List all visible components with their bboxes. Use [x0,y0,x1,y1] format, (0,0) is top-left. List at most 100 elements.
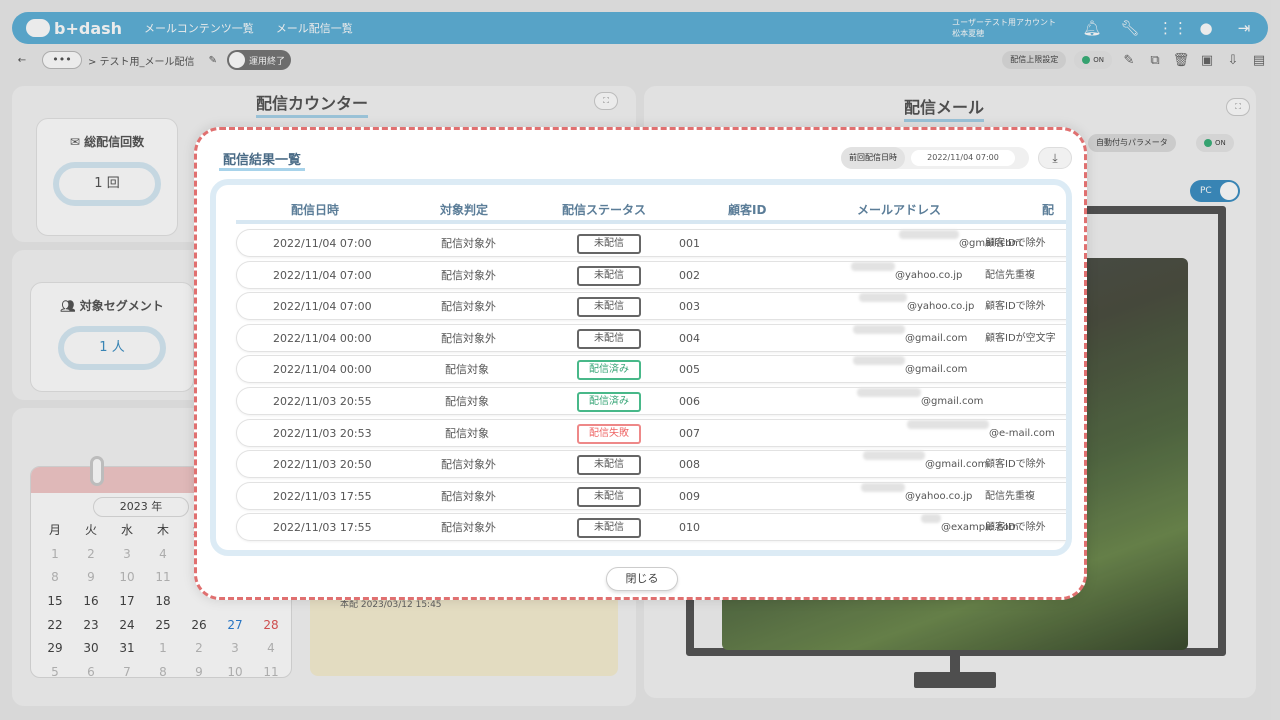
calendar-day[interactable]: 9 [195,665,203,678]
result-table[interactable]: 配信日時 対象判定 配信ステータス 顧客ID メールアドレス 配 2022/11… [210,179,1072,556]
total-count-label: ✉ 総配信回数 [69,135,145,149]
auto-param-toggle[interactable]: ON [1196,134,1234,152]
cell-date: 2022/11/04 07:00 [273,237,372,250]
logout-icon[interactable]: ⇥ [1237,19,1251,37]
table-row[interactable]: 2022/11/03 20:55 配信対象 配信済み 006 @gmail.com [236,387,1066,415]
cell-target: 配信対象外 [441,489,496,503]
weekday-label: 木 [156,523,169,537]
cell-date: 2022/11/03 17:55 [273,521,372,535]
download-icon: ⤓ [1052,151,1058,165]
document-icon[interactable]: ▤ [1252,52,1266,68]
bell-icon[interactable]: 🔔︎ [1082,19,1102,37]
calendar-day[interactable]: 24 [119,617,135,632]
cell-target: 配信対象 [445,426,489,440]
close-button[interactable]: 閉じる [606,567,678,591]
chat-icon[interactable]: ● [1199,19,1213,37]
trash-icon[interactable]: 🗑︎ [1172,52,1190,68]
status-badge: 未配信 [577,455,641,476]
cell-date: 2022/11/04 00:00 [273,363,372,377]
table-row[interactable]: 2022/11/03 17:55 配信対象外 未配信 010 @example.com 顧… [236,513,1066,542]
table-row[interactable]: 2022/11/04 07:00 配信対象外 未配信 001 @gmail.com 顧客I… [236,229,1066,257]
header-date: 配信日時 [291,203,340,217]
cell-note: 顧客IDで除外 [985,301,1046,313]
counter-title: 配信カウンター [256,90,369,118]
table-row[interactable]: 2022/11/03 17:55 配信対象外 未配信 009 @yahoo.co.jp 配… [236,481,1066,510]
calendar-day[interactable]: 8 [159,665,167,678]
calendar-day[interactable]: 15 [47,594,63,609]
header-email: メールアドレス [857,203,942,217]
calendar-day[interactable]: 11 [263,665,279,678]
logo[interactable]: b+dash [26,19,122,38]
pc-toggle[interactable]: PC [1190,180,1240,202]
expand-icon[interactable]: ⛶ [594,92,618,110]
calendar-day[interactable]: 16 [83,594,99,609]
back-arrow-icon[interactable]: ← [17,54,27,66]
calendar-day[interactable]: 31 [119,641,135,656]
table-row[interactable]: 2022/11/04 07:00 配信対象外 未配信 002 @yahoo.co.jp 配… [236,260,1066,289]
sub-bar: ← ••• > テスト用_メール配信 ✎ 運用終了 配信上限設定 ON ✎ ⧉ … [12,48,1268,72]
calendar-day[interactable]: 5 [51,665,59,678]
limit-on-toggle[interactable]: ON [1074,51,1112,69]
nav-delivery-list[interactable]: メール配信一覧 [275,22,353,35]
calendar-day[interactable]: 9 [87,570,95,585]
edit-icon[interactable]: ✎ [1123,52,1135,68]
table-row[interactable]: 2022/11/04 07:00 配信対象外 未配信 003 @yahoo.co.jp 顧… [236,292,1066,321]
calendar-day[interactable]: 29 [47,641,63,656]
cell-date: 2022/11/03 20:53 [273,426,372,440]
toggle-knob [228,52,245,68]
calendar-day[interactable]: 25 [155,617,171,632]
toggle-knob [1220,182,1238,200]
calendar-day[interactable]: 22 [47,617,63,632]
masked-email-local [907,419,989,429]
account-user: 松本夏穂 [952,29,985,38]
calendar-day[interactable]: 1 [159,641,167,656]
calendar-day[interactable]: 8 [51,570,59,585]
calendar-day[interactable]: 7 [123,665,131,678]
cell-date: 2022/11/03 20:50 [273,458,372,472]
calendar-day[interactable]: 11 [155,570,171,585]
cell-customer-id: 010 [679,521,700,535]
cell-customer-id: 002 [679,268,700,282]
calendar-year[interactable]: 2023 年 [93,497,189,517]
masked-email-local [853,356,905,366]
account-info[interactable]: ユーザーテスト用アカウント 松本夏穂 [952,17,1056,39]
calendar-day[interactable]: 2 [87,546,95,561]
cell-target: 配信対象外 [441,268,496,282]
archive-icon[interactable]: ▣ [1200,52,1214,68]
nav-content-list[interactable]: メールコンテンツ一覧 [144,22,254,35]
header-customer-id: 顧客ID [728,203,767,217]
table-row[interactable]: 2022/11/04 00:00 配信対象 配信済み 005 @gmail.com [236,355,1066,384]
masked-email-local [899,230,959,239]
table-row[interactable]: 2022/11/03 20:50 配信対象外 未配信 008 @gmail.com 顧客I… [236,450,1066,479]
calendar-day[interactable]: 26 [191,617,207,632]
on-dot-icon [1204,139,1212,147]
table-row[interactable]: 2022/11/04 00:00 配信対象外 未配信 004 @gmail.com 顧客I… [236,323,1066,352]
toggle-label: 運用終了 [248,56,285,67]
limit-setting-button[interactable]: 配信上限設定 [1002,51,1067,69]
masked-email-local [859,293,907,303]
pencil-icon[interactable]: ✎ [208,54,217,66]
calendar-day[interactable]: 10 [119,570,135,585]
table-row[interactable]: 2022/11/03 20:53 配信対象 配信失敗 007 @e-mail.com [236,418,1066,447]
calendar-day[interactable]: 2 [195,641,203,656]
operation-end-toggle[interactable]: 運用終了 [226,50,291,70]
calendar-day[interactable]: 28 [263,617,279,632]
download-button[interactable]: ⤓ [1038,147,1072,169]
calendar-day[interactable]: 3 [123,546,131,561]
calendar-day[interactable]: 1 [51,546,59,561]
export-icon[interactable]: ⇩ [1227,52,1239,68]
calendar-day[interactable]: 17 [119,594,135,609]
more-button[interactable]: ••• [42,51,82,69]
wrench-icon[interactable]: 🔧︎ [1120,19,1140,37]
mail-expand-icon[interactable]: ⛶ [1226,98,1250,116]
calendar-day[interactable]: 3 [231,641,239,656]
calendar-day[interactable]: 4 [267,641,275,656]
calendar-day[interactable]: 10 [227,665,243,678]
calendar-day[interactable]: 23 [83,617,99,632]
copy-icon[interactable]: ⧉ [1150,52,1160,68]
calendar-day[interactable]: 6 [87,665,95,678]
calendar-day[interactable]: 27 [227,617,243,632]
calendar-day[interactable]: 18 [155,594,171,609]
calendar-day[interactable]: 30 [83,641,99,656]
calendar-day[interactable]: 4 [159,546,167,561]
